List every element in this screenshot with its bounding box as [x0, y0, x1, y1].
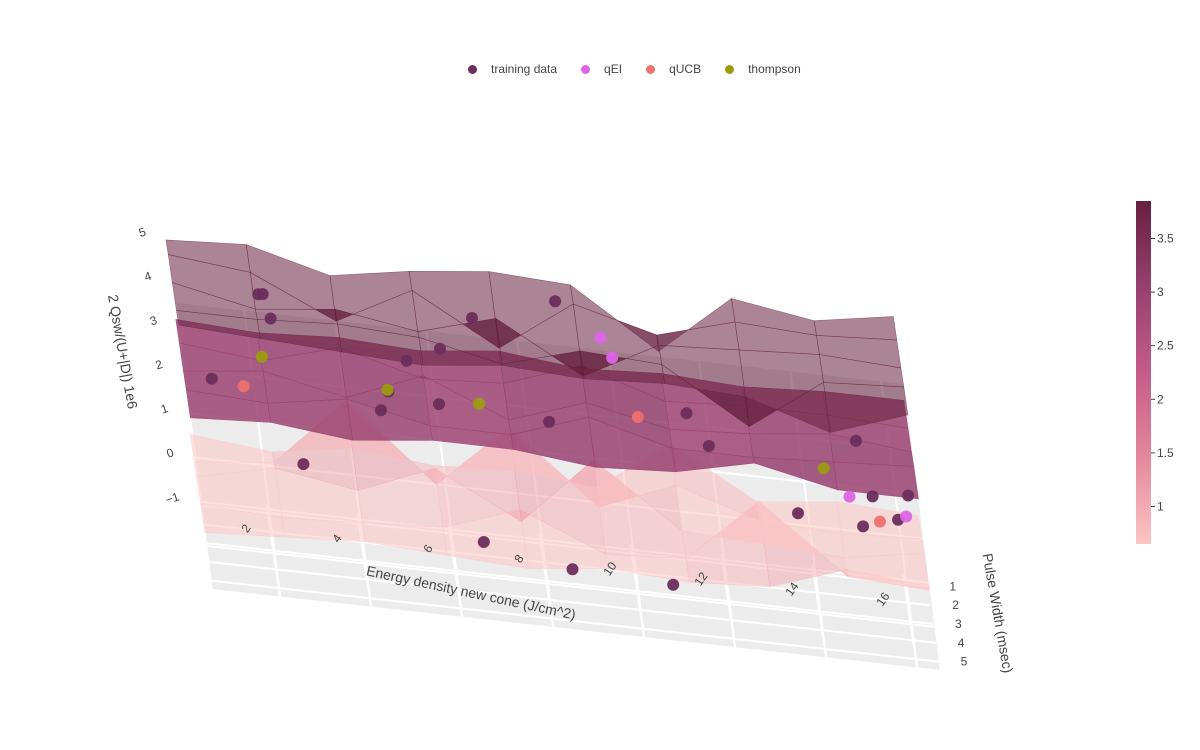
- colorbar-tick-label: 1: [1157, 499, 1164, 513]
- point-qei: [843, 490, 856, 503]
- y-tick-label: 2: [952, 598, 959, 612]
- legend-item-thompson[interactable]: thompson: [725, 62, 801, 76]
- series-qei: [594, 331, 913, 523]
- legend-item-training-data[interactable]: training data: [468, 62, 557, 76]
- colorbar-ticks: 1 1.5 2 2.5 3 3.5: [1151, 232, 1174, 513]
- z-tick-label: 0: [165, 445, 176, 460]
- z-axis-title: 2 Qsw/(U+|D|) 1e6: [105, 293, 141, 410]
- grid-y-floor: [210, 579, 939, 663]
- colorbar-tick-label: 3: [1157, 285, 1164, 299]
- colorbar-tick-label: 3.5: [1157, 232, 1174, 246]
- y-tick-label: 1: [949, 579, 956, 593]
- point-thompson: [817, 462, 830, 475]
- legend-marker-training-data: [468, 64, 477, 74]
- z-tick-label: 1: [159, 401, 170, 416]
- point-training-data: [264, 312, 277, 325]
- grid-z-side: [197, 495, 213, 591]
- point-thompson: [381, 383, 394, 396]
- point-training-data: [205, 372, 218, 385]
- grid-z-back: [211, 589, 941, 672]
- colorbar-tick-label: 1.5: [1157, 446, 1174, 460]
- point-training-data: [667, 578, 680, 591]
- point-training-data: [543, 415, 556, 428]
- point-training-data: [466, 312, 478, 324]
- y-axis-title: Pulse Width (msec): [980, 552, 1017, 674]
- point-thompson: [473, 397, 486, 410]
- y-tick-label: 4: [958, 636, 965, 650]
- point-training-data: [850, 434, 862, 447]
- surface-patch: [813, 316, 898, 341]
- point-qucb: [631, 411, 644, 423]
- surfaces: [165, 239, 930, 591]
- point-training-data: [477, 536, 490, 548]
- colorbar-tick-label: 2.5: [1157, 339, 1174, 353]
- series-qucb: [237, 380, 886, 528]
- point-qei: [900, 510, 913, 523]
- surface-upper: [165, 239, 909, 433]
- z-tick-label: 2: [154, 357, 165, 372]
- grid-y-floor: [207, 560, 936, 644]
- point-training-data: [375, 404, 387, 417]
- colorbar: [1136, 201, 1151, 544]
- legend-label-training-data: training data: [491, 62, 558, 76]
- z-tick-label: 3: [148, 313, 159, 328]
- point-training-data: [902, 489, 915, 502]
- series-thompson: [255, 350, 830, 475]
- point-training-data: [434, 342, 446, 355]
- surface-patch: [749, 433, 834, 463]
- z-tick-label: 4: [143, 269, 154, 284]
- point-qei: [594, 331, 607, 344]
- legend-item-qei[interactable]: qEI: [581, 62, 622, 76]
- surface-lower: [189, 399, 930, 591]
- point-training-data: [792, 507, 804, 520]
- point-qei: [606, 351, 619, 364]
- y-tick-label: 3: [955, 617, 962, 631]
- legend-item-qucb[interactable]: qUCB: [646, 62, 701, 76]
- point-training-data: [256, 288, 269, 301]
- colorbar-tick-label: 2: [1157, 392, 1164, 406]
- data-points: [205, 288, 915, 591]
- point-training-data: [549, 295, 562, 308]
- legend-marker-thompson: [725, 64, 735, 74]
- z-tick-label: 5: [137, 225, 148, 240]
- point-training-data: [680, 407, 693, 420]
- legend-label-qei: qEI: [604, 62, 623, 76]
- point-qucb: [873, 515, 886, 528]
- legend-marker-qei: [581, 64, 591, 74]
- point-training-data: [857, 520, 870, 533]
- grid-z-side: [191, 451, 208, 546]
- legend-marker-qucb: [646, 64, 656, 74]
- grid-y-floor: [204, 542, 934, 625]
- point-training-data: [400, 354, 413, 367]
- point-training-data: [297, 458, 310, 471]
- point-training-data: [433, 398, 445, 411]
- point-training-data: [702, 440, 715, 452]
- point-thompson: [255, 350, 268, 363]
- legend-label-qucb: qUCB: [669, 62, 702, 76]
- point-qucb: [237, 380, 250, 393]
- grid-z-back: [206, 544, 935, 628]
- z-tick-label: −1: [164, 489, 182, 507]
- point-training-data: [866, 490, 879, 503]
- y-tick-label: 5: [961, 655, 968, 669]
- point-training-data: [566, 563, 579, 576]
- legend-label-thompson: thompson: [748, 62, 801, 76]
- legend: training data qEI qUCB thompson: [468, 60, 825, 78]
